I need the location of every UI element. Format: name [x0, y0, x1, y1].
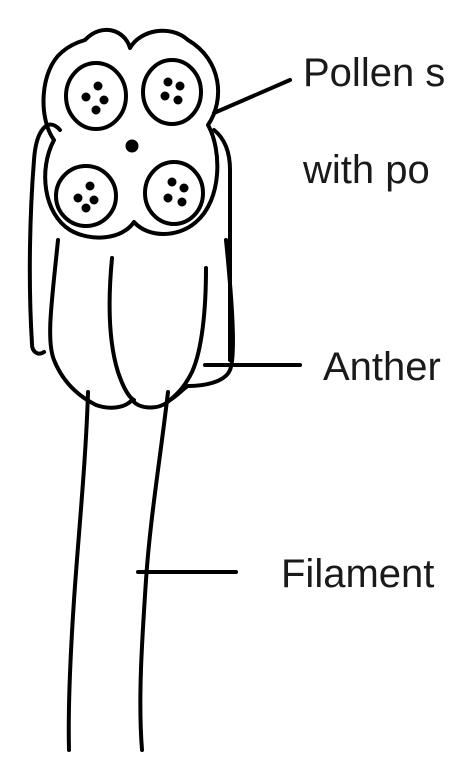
label-pollen-sac-line2: with po	[302, 148, 430, 192]
leader-line-pollen-sac	[212, 78, 292, 115]
pollen-sac-top-right	[141, 58, 203, 126]
pollen-sac-bottom-left	[54, 164, 118, 228]
anther-left-flap	[27, 122, 62, 356]
anther-outline	[48, 238, 235, 410]
connective-center-dot	[125, 139, 139, 153]
filament-right-edge	[138, 390, 170, 752]
anther-lobe-divider-1	[107, 256, 136, 402]
filament-left-edge	[66, 390, 90, 752]
label-anther: Anther	[323, 345, 441, 389]
label-pollen-sac-line1: Pollen s	[303, 51, 445, 95]
anther-right-flap	[212, 128, 233, 362]
pollen-sac-cluster	[41, 28, 221, 240]
pollen-sac-bottom-right	[143, 160, 205, 226]
pollen-grains	[73, 77, 189, 213]
label-filament: Filament	[281, 552, 434, 596]
anther-lobe-divider-2	[168, 266, 208, 402]
pollen-sac-top-left	[64, 61, 128, 131]
